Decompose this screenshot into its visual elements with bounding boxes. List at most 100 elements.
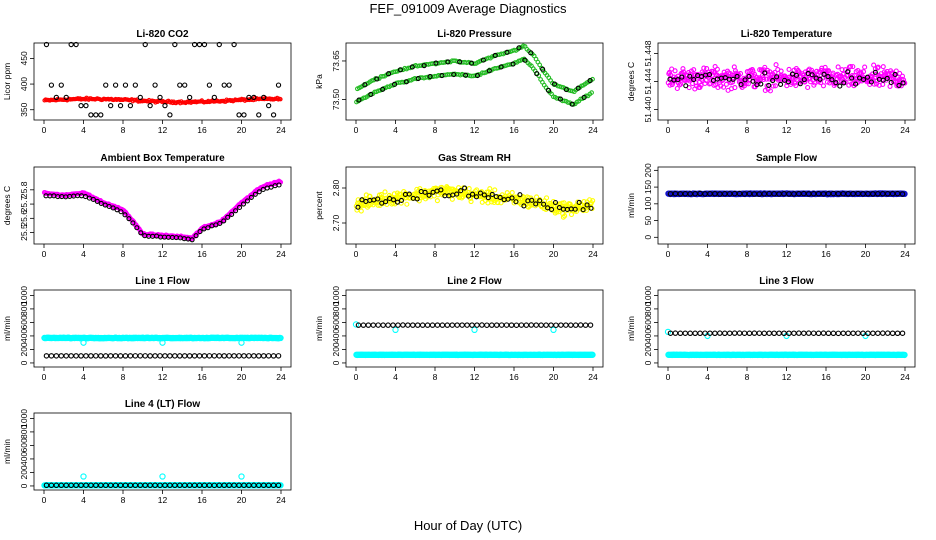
panel-title: Gas Stream RH — [438, 153, 511, 164]
data-point — [762, 64, 768, 70]
data-point — [845, 69, 851, 75]
data-point — [43, 41, 50, 48]
x-tick-label: 8 — [745, 249, 750, 259]
data-point — [548, 206, 555, 213]
data-point — [703, 77, 709, 84]
data-point — [680, 66, 686, 72]
x-tick-label: 20 — [861, 249, 871, 259]
data-point — [241, 353, 247, 359]
data-point — [98, 353, 104, 359]
y-axis-label: ml/min — [626, 193, 636, 218]
data-point — [197, 229, 203, 235]
data-point — [278, 97, 283, 102]
y-tick-label: 0 — [19, 360, 29, 365]
data-point — [78, 353, 84, 359]
x-tick-label: 12 — [158, 249, 168, 259]
data-point — [541, 201, 547, 207]
data-point — [582, 322, 589, 328]
data-point — [221, 353, 227, 359]
data-point — [830, 70, 836, 76]
data-point — [449, 322, 456, 328]
data-point — [256, 189, 262, 195]
data-point — [726, 330, 733, 336]
data-point — [872, 69, 878, 75]
data-point — [761, 330, 768, 337]
y-tick-label: 1000 — [643, 286, 653, 305]
data-point — [504, 49, 510, 55]
data-point — [587, 77, 593, 84]
data-point — [383, 199, 389, 205]
data-point — [489, 322, 495, 328]
data-point — [395, 322, 401, 328]
panel-title: Ambient Box Temperature — [100, 153, 225, 164]
y-tick-label: 200 — [643, 342, 653, 356]
y-axis-label: ml/min — [2, 316, 12, 341]
data-point — [206, 353, 213, 359]
data-point — [875, 330, 881, 336]
data-point — [805, 67, 811, 73]
data-point — [426, 192, 432, 198]
data-point — [902, 80, 908, 86]
data-point — [236, 204, 243, 211]
y-axis-label: kPa — [314, 74, 324, 89]
y-tick-label: 600 — [19, 438, 29, 452]
data-point — [558, 322, 564, 328]
data-point — [147, 353, 153, 359]
data-point — [805, 84, 811, 91]
data-point — [233, 208, 239, 214]
data-point — [196, 41, 203, 48]
data-point — [468, 198, 474, 205]
data-point — [562, 213, 568, 219]
series-hourly — [355, 185, 594, 213]
data-point — [404, 201, 410, 207]
data-point — [251, 353, 257, 359]
data-point — [577, 322, 584, 328]
data-point — [394, 199, 401, 205]
x-tick-label: 12 — [470, 125, 480, 135]
panel-title: Line 1 Flow — [135, 276, 190, 287]
data-point — [90, 196, 96, 203]
x-tick-label: 16 — [821, 249, 831, 259]
y-tick-label: 150 — [643, 180, 653, 194]
data-point — [474, 187, 480, 193]
data-point — [481, 192, 487, 198]
x-tick-label: 24 — [588, 372, 598, 382]
y-tick-label: 400 — [19, 329, 29, 343]
data-point — [118, 209, 124, 215]
data-point — [451, 72, 457, 78]
data-point — [201, 353, 208, 359]
data-point — [736, 190, 743, 197]
data-point — [880, 64, 886, 70]
data-point — [108, 102, 114, 109]
x-tick-label: 20 — [237, 249, 247, 259]
figure-title: FEF_091009 Average Diagnostics — [369, 1, 567, 16]
data-point — [839, 67, 845, 73]
data-point — [117, 353, 124, 359]
data-point — [246, 353, 252, 359]
data-point — [704, 66, 710, 72]
data-point — [820, 330, 827, 336]
data-point — [590, 76, 595, 82]
y-tick-label: 400 — [19, 452, 29, 466]
y-axis-label: degrees C — [626, 62, 636, 101]
data-point — [137, 94, 143, 101]
data-point — [557, 96, 563, 102]
data-point — [672, 330, 679, 336]
data-point — [821, 71, 827, 77]
data-point — [225, 214, 231, 220]
data-point — [471, 326, 478, 334]
data-point — [414, 322, 421, 328]
data-point — [565, 100, 571, 105]
data-point — [378, 192, 384, 198]
data-point — [468, 60, 475, 66]
data-point — [551, 81, 558, 87]
data-point — [359, 197, 365, 203]
data-point — [73, 41, 79, 48]
data-point — [734, 73, 740, 79]
y-tick-label: 800 — [643, 302, 653, 316]
data-point — [737, 71, 744, 77]
data-point — [474, 73, 481, 79]
data-point — [132, 353, 139, 359]
data-point — [731, 330, 738, 336]
data-point — [786, 66, 792, 72]
